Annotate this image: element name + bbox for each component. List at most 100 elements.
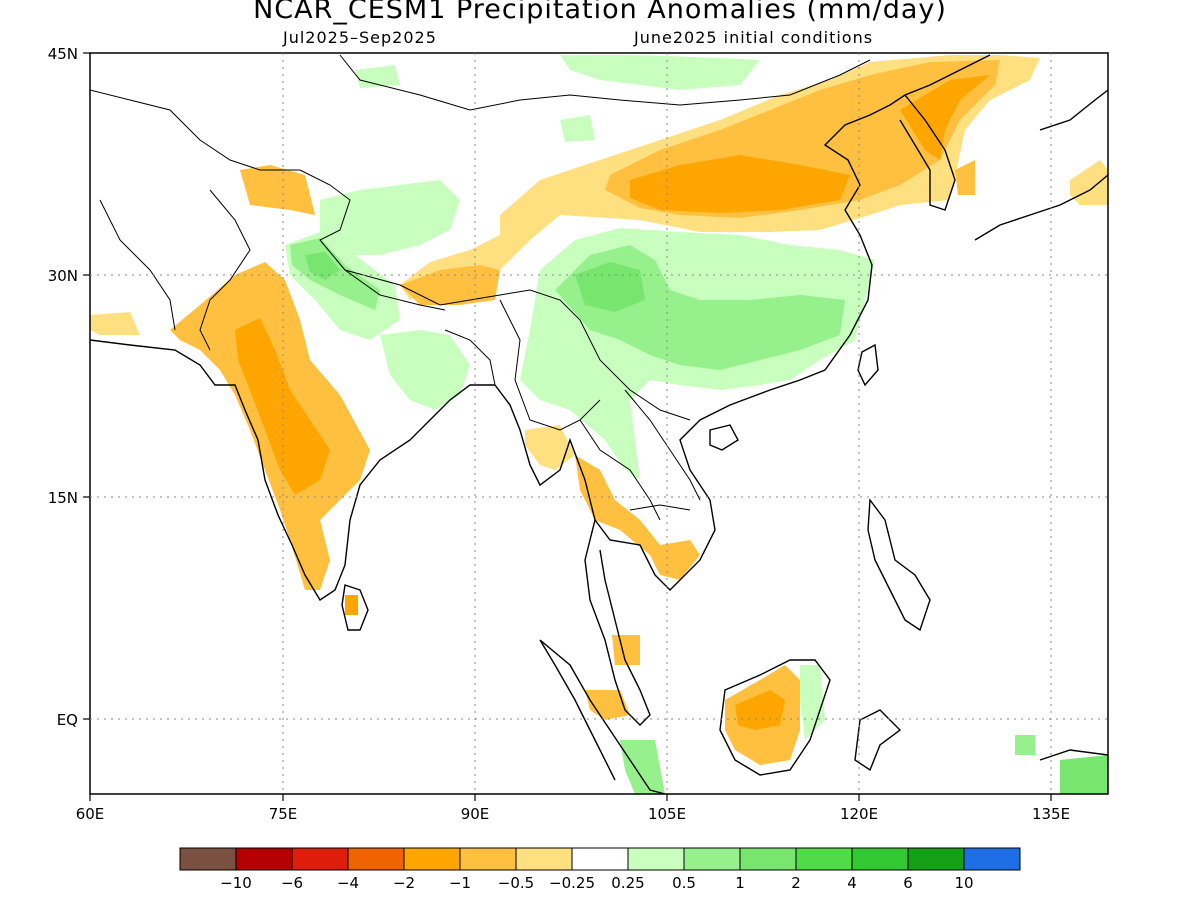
tick-marks xyxy=(83,52,1052,801)
legend-label: 6 xyxy=(903,874,913,892)
legend-label: 0.25 xyxy=(611,874,644,892)
japan xyxy=(974,89,1108,241)
map-frame xyxy=(89,52,1109,795)
anomaly-shading xyxy=(90,55,1108,794)
sulawesi xyxy=(854,709,902,772)
lat-label: 45N xyxy=(48,45,78,63)
dry-medium-srilanka xyxy=(345,595,358,615)
legend-swatch xyxy=(179,847,237,871)
hainan xyxy=(709,424,739,451)
dry-medium-kashmir xyxy=(240,165,315,215)
legend-swatch xyxy=(907,847,965,871)
border-iran-pak xyxy=(99,199,176,331)
legend-swatch xyxy=(795,847,853,871)
legend-label: 1 xyxy=(735,874,745,892)
wet-light-sulawesi xyxy=(1015,735,1035,755)
map-title: NCAR_CESM1 Precipitation Anomalies (mm/d… xyxy=(253,0,947,25)
dry-light-india-northwest xyxy=(90,312,140,335)
philippines xyxy=(867,498,931,632)
lat-label: 30N xyxy=(48,267,78,285)
malay-peninsula xyxy=(584,519,651,726)
legend-label: −1 xyxy=(449,874,471,892)
dry-medium-malaya-north xyxy=(612,635,640,665)
korea xyxy=(899,94,956,211)
dry-medium-indochina xyxy=(575,455,700,580)
legend-swatch xyxy=(739,847,797,871)
lon-label: 135E xyxy=(1032,805,1070,823)
gridlines xyxy=(90,53,1108,794)
legend-labels: −10 −6 −4 −2 −1 −0.5 −0.25 0.25 0.5 1 2 … xyxy=(220,874,973,892)
wet-light-borneo-east xyxy=(800,665,825,740)
wet-light-mongolia xyxy=(560,55,760,90)
dry-medium-malaya xyxy=(585,690,630,720)
border-nepal xyxy=(344,269,446,311)
dry-strong-north-china xyxy=(630,155,850,213)
legend-swatch xyxy=(459,847,517,871)
forecast-period: Jul2025–Sep2025 xyxy=(283,28,437,47)
lat-axis-labels: 45N 30N 15N EQ xyxy=(48,45,78,729)
lat-label: 15N xyxy=(48,489,78,507)
coastlines xyxy=(90,54,1108,794)
legend-swatch xyxy=(851,847,909,871)
lat-label: EQ xyxy=(57,711,78,729)
legend-swatch xyxy=(571,847,629,871)
legend-label: 10 xyxy=(954,874,973,892)
lon-label: 60E xyxy=(76,805,105,823)
wet-strong-north-india xyxy=(305,252,340,280)
wet-light-kazakh xyxy=(355,65,400,88)
wet-light-xinjiang xyxy=(560,115,595,142)
bay-of-bengal-east xyxy=(494,54,991,591)
dry-light-myanmar xyxy=(525,425,575,470)
wet-medium-newguinea xyxy=(1060,755,1108,794)
lon-label: 120E xyxy=(840,805,878,823)
border-cambodia xyxy=(629,504,691,511)
initial-conditions: June2025 initial conditions xyxy=(634,28,874,47)
border-pak-india xyxy=(199,189,251,351)
legend-swatch xyxy=(403,847,461,871)
dry-strong-india xyxy=(235,318,330,495)
border-central-asia xyxy=(90,89,300,171)
wet-medium-sumatra xyxy=(620,740,665,794)
sumatra xyxy=(539,639,666,794)
legend-label: 2 xyxy=(791,874,801,892)
legend-label: −10 xyxy=(220,874,252,892)
borneo xyxy=(719,659,831,776)
legend-color-boxes xyxy=(179,847,1021,871)
dry-medium-korea-east xyxy=(955,160,975,195)
legend-swatch xyxy=(515,847,573,871)
legend-label: −4 xyxy=(337,874,359,892)
legend-swatch xyxy=(683,847,741,871)
srilanka-coast xyxy=(341,584,369,631)
lon-label: 90E xyxy=(461,805,490,823)
border-laos-vietnam xyxy=(624,389,701,501)
legend-label: 4 xyxy=(847,874,857,892)
legend-swatch xyxy=(963,847,1021,871)
taiwan xyxy=(857,343,879,387)
dry-strong-korea xyxy=(900,75,990,160)
legend-swatch xyxy=(235,847,293,871)
border-china-west xyxy=(299,169,691,421)
wet-light-northeast-india xyxy=(380,330,470,410)
legend-swatch xyxy=(347,847,405,871)
legend-swatch xyxy=(627,847,685,871)
wet-strong-central-china xyxy=(575,262,645,312)
dry-strong-borneo xyxy=(735,690,785,730)
wet-light-tibet xyxy=(320,180,460,255)
dry-light-japan xyxy=(1070,160,1108,205)
dry-medium-himalaya xyxy=(400,265,500,305)
legend-label: −0.25 xyxy=(549,874,595,892)
lon-label: 105E xyxy=(648,805,686,823)
border-bangladesh xyxy=(444,329,496,386)
lon-axis-labels: 60E 75E 90E 105E 120E 135E xyxy=(76,805,1070,823)
legend-label: −6 xyxy=(281,874,303,892)
legend-swatch xyxy=(291,847,349,871)
border-thailand xyxy=(579,419,661,521)
india-coast xyxy=(90,339,495,601)
lon-label: 75E xyxy=(269,805,298,823)
color-legend: −10 −6 −4 −2 −1 −0.5 −0.25 0.25 0.5 1 2 … xyxy=(179,847,1021,892)
border-china-mongolia xyxy=(339,54,871,111)
legend-label: −2 xyxy=(393,874,415,892)
political-borders xyxy=(90,54,871,521)
legend-label: 0.5 xyxy=(672,874,696,892)
